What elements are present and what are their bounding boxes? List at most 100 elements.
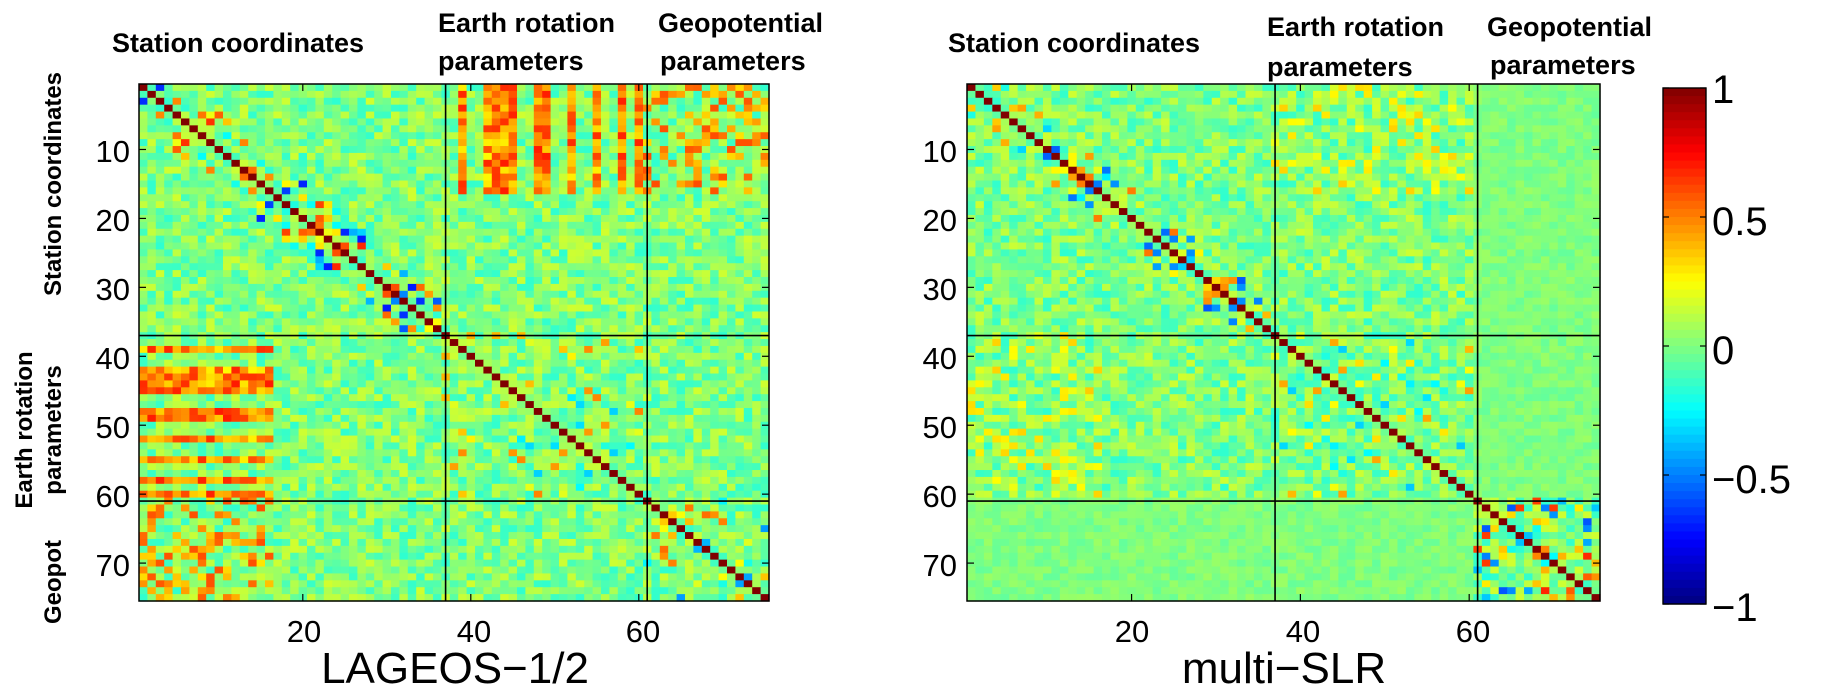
heatmap-cell	[668, 125, 677, 132]
heatmap-cell	[584, 491, 593, 498]
heatmap-cell	[668, 429, 677, 436]
heatmap-cell	[349, 470, 358, 477]
heatmap-cell	[626, 436, 635, 443]
heatmap-cell	[559, 146, 568, 153]
heatmap-cell	[500, 491, 509, 498]
heatmap-cell	[231, 429, 240, 436]
heatmap-cell	[534, 208, 543, 215]
heatmap-cell	[391, 153, 400, 160]
heatmap-cell	[299, 277, 308, 284]
heatmap-cell	[752, 401, 761, 408]
heatmap-cell	[576, 511, 585, 518]
heatmap-cell	[408, 387, 417, 394]
heatmap-cell	[735, 318, 744, 325]
heatmap-cell	[433, 277, 442, 284]
heatmap-cell	[475, 215, 484, 222]
heatmap-cell	[248, 112, 257, 119]
heatmap-cell	[399, 167, 408, 174]
heatmap-cell	[206, 125, 215, 132]
heatmap-cell	[458, 387, 467, 394]
heatmap-cell	[240, 174, 249, 181]
heatmap-cell	[752, 181, 761, 188]
heatmap-cell	[248, 408, 257, 415]
heatmap-cell	[198, 325, 207, 332]
heatmap-cell	[173, 511, 182, 518]
heatmap-cell	[425, 249, 434, 256]
heatmap-cell	[282, 256, 291, 263]
heatmap-cell	[374, 243, 383, 250]
heatmap-cell	[257, 353, 266, 360]
heatmap-cell	[156, 408, 165, 415]
heatmap-cell	[483, 298, 492, 305]
heatmap-cell	[593, 491, 602, 498]
heatmap-cell	[618, 429, 627, 436]
heatmap-cell	[416, 201, 425, 208]
heatmap-cell	[357, 277, 366, 284]
heatmap-cell	[559, 484, 568, 491]
heatmap-cell	[349, 139, 358, 146]
heatmap-cell	[433, 477, 442, 484]
heatmap-cell	[391, 98, 400, 105]
heatmap-cell	[567, 298, 576, 305]
heatmap-cell	[290, 249, 299, 256]
heatmap-cell	[534, 401, 543, 408]
heatmap-cell	[567, 105, 576, 112]
heatmap-cell	[668, 146, 677, 153]
heatmap-cell	[223, 374, 232, 381]
heatmap-cell	[752, 243, 761, 250]
heatmap-cell	[156, 339, 165, 346]
heatmap-cell	[315, 401, 324, 408]
heatmap-cell	[156, 374, 165, 381]
heatmap-cell	[399, 215, 408, 222]
heatmap-cell	[702, 187, 711, 194]
heatmap-cell	[450, 229, 459, 236]
heatmap-cell	[173, 194, 182, 201]
heatmap-diagonal-cell	[231, 160, 240, 167]
heatmap-cell	[500, 415, 509, 422]
heatmap-cell	[433, 374, 442, 381]
heatmap-cell	[467, 98, 476, 105]
heatmap-diagonal-cell	[147, 91, 156, 98]
heatmap-cell	[139, 263, 148, 270]
heatmap-cell	[567, 167, 576, 174]
heatmap-cell	[240, 463, 249, 470]
heatmap-cell	[173, 167, 182, 174]
heatmap-cell	[609, 118, 618, 125]
heatmap-cell	[609, 429, 618, 436]
heatmap-cell	[332, 360, 341, 367]
heatmap-cell	[366, 298, 375, 305]
heatmap-cell	[567, 153, 576, 160]
heatmap-cell	[685, 160, 694, 167]
heatmap-cell	[593, 394, 602, 401]
heatmap-diagonal-cell	[492, 374, 501, 381]
heatmap-cell	[475, 167, 484, 174]
heatmap-cell	[416, 367, 425, 374]
heatmap-cell	[315, 408, 324, 415]
heatmap-cell	[651, 374, 660, 381]
heatmap-cell	[450, 91, 459, 98]
heatmap-cell	[341, 236, 350, 243]
heatmap-cell	[324, 305, 333, 312]
heatmap-cell	[584, 105, 593, 112]
heatmap-cell	[517, 291, 526, 298]
heatmap-cell	[517, 236, 526, 243]
heatmap-cell	[719, 105, 728, 112]
heatmap-cell	[584, 153, 593, 160]
heatmap-cell	[315, 305, 324, 312]
heatmap-cell	[685, 429, 694, 436]
heatmap-cell	[425, 374, 434, 381]
heatmap-cell	[576, 470, 585, 477]
heatmap-cell	[223, 484, 232, 491]
heatmap-cell	[156, 243, 165, 250]
heatmap-cell	[702, 84, 711, 91]
heatmap-cell	[534, 470, 543, 477]
heatmap-cell	[609, 394, 618, 401]
heatmap-cell	[265, 174, 274, 181]
heatmap-cell	[752, 518, 761, 525]
heatmap-cell	[525, 429, 534, 436]
heatmap-cell	[719, 429, 728, 436]
heatmap-cell	[383, 91, 392, 98]
heatmap-cell	[399, 463, 408, 470]
heatmap-cell	[626, 187, 635, 194]
heatmap-cell	[223, 263, 232, 270]
